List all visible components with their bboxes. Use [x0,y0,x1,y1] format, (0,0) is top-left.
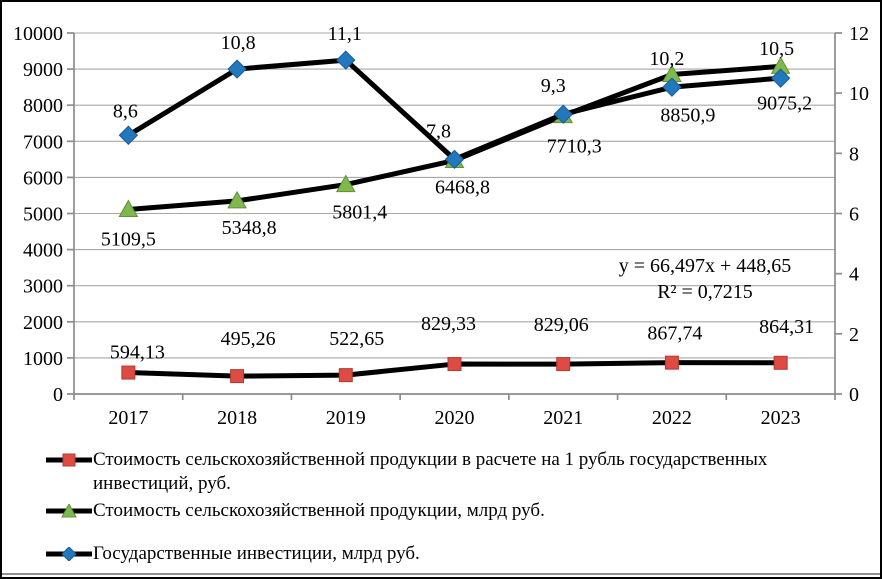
legend-label: Стоимость сельскохозяйственной продукции… [93,500,545,521]
right-axis-tick-label: 4 [849,264,859,286]
data-label: 10,8 [221,32,256,54]
left-axis-tick-label: 10000 [13,23,63,45]
data-label: 11,1 [328,23,362,45]
right-axis-tick-label: 0 [849,384,859,406]
diamond-marker [553,104,573,124]
red-square-series-glyph [46,453,92,467]
data-label: 7710,3 [547,136,602,158]
diamond-marker [336,50,356,70]
x-axis-tick-label: 2017 [108,407,148,429]
data-label: 10,5 [759,38,794,60]
square-marker [664,355,679,370]
data-label: 594,13 [110,342,165,364]
left-axis-tick-label: 9000 [23,59,63,81]
right-axis-tick-label: 12 [849,23,869,45]
x-axis-tick-label: 2018 [217,407,257,429]
square-marker [338,368,353,383]
x-axis-tick-label: 2020 [435,407,475,429]
legend-item-state-investments: Государственные инвестиции, млрд руб. [46,542,846,566]
right-axis-tick-label: 8 [849,143,859,165]
diamond-marker [227,59,247,79]
left-axis-tick-label: 3000 [23,276,63,298]
square-marker [773,355,788,370]
legend-diamond-marker [61,547,77,561]
left-axis-tick-label: 2000 [23,312,63,334]
left-axis-tick-label: 1000 [23,348,63,370]
data-label: 495,26 [221,328,276,350]
data-label: 829,33 [421,313,476,335]
trendline-equation: y = 66,497x + 448,65 R² = 0,7215 [565,253,845,305]
data-label: 6468,8 [435,176,490,198]
trendline-r-squared: R² = 0,7215 [657,281,753,303]
data-label: 829,06 [534,314,589,336]
data-label: 867,74 [647,323,702,345]
data-label: 864,31 [759,316,814,338]
data-label: 5801,4 [332,202,387,224]
right-axis-tick-label: 6 [849,204,859,226]
legend-label: Государственные инвестиции, млрд руб. [93,543,420,564]
right-axis-tick-label: 2 [849,324,859,346]
legend-label: Стоимость сельскохозяйственной продукции… [93,449,768,494]
data-label: 7,8 [426,120,451,142]
x-axis-tick-label: 2021 [543,407,583,429]
legend-item-production-value: Стоимость сельскохозяйственной продукции… [46,499,846,523]
legend-item-cost-per-ruble: Стоимость сельскохозяйственной продукции… [46,448,846,496]
trendline-equation-line1: y = 66,497x + 448,65 [618,255,792,277]
data-label: 8,6 [113,100,138,122]
data-label: 5109,5 [101,229,156,251]
square-marker [447,357,462,372]
legend-square-marker [62,453,76,467]
data-label: 9,3 [541,75,566,97]
green-triangle-series-glyph [46,504,92,518]
square-marker [121,365,136,380]
x-axis-tick-label: 2022 [652,407,692,429]
data-label: 522,65 [329,328,384,350]
x-axis-tick-label: 2023 [761,407,801,429]
chart-legend: Стоимость сельскохозяйственной продукции… [46,448,846,566]
square-marker [230,369,245,384]
left-axis-tick-label: 5000 [23,204,63,226]
data-label: 8850,9 [660,104,715,126]
left-axis-tick-label: 0 [53,384,63,406]
diamond-marker [118,125,139,145]
diamond-marker [444,149,465,170]
diamond-marker [662,77,682,97]
blue-diamond-series-glyph [46,547,92,561]
x-axis-tick-label: 2019 [326,407,366,429]
left-axis-tick-label: 4000 [23,240,63,262]
left-axis-tick-label: 6000 [23,167,63,189]
triangle-marker [118,199,139,218]
legend-triangle-marker [61,504,77,518]
diamond-marker [770,68,791,88]
right-axis-tick-label: 10 [849,83,869,105]
triangle-marker [227,190,247,209]
triangle-marker [335,174,356,193]
left-axis-tick-label: 7000 [23,131,63,153]
chart-area-bottom-border [2,573,880,575]
data-label: 5348,8 [222,217,277,239]
data-label: 9075,2 [757,92,812,114]
data-label: 10,2 [649,48,684,70]
square-marker [556,357,571,372]
left-axis-tick-label: 8000 [23,95,63,117]
combo-chart: 0100020003000400050006000700080009000100… [13,23,869,429]
